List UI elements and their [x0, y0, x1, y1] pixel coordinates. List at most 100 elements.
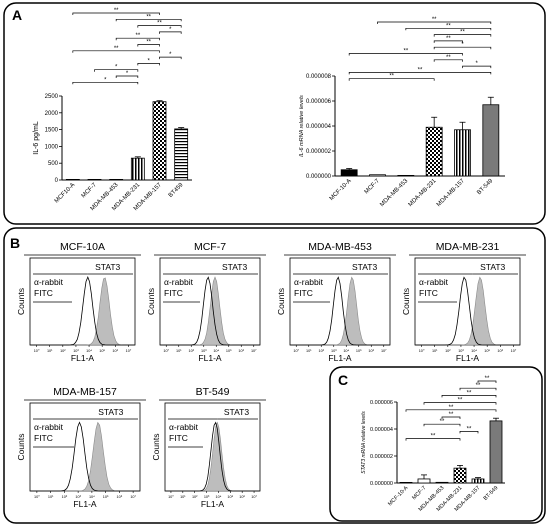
y-tick-label: 0.000002	[370, 454, 393, 460]
x-tick-label: 10⁷	[126, 349, 132, 353]
control-label: FITC	[419, 288, 438, 298]
x-tick-label: 10⁶	[238, 349, 244, 353]
x-tick-label: 10⁰	[419, 349, 425, 353]
x-tick-label: 10⁰	[293, 349, 299, 353]
bar	[369, 174, 386, 177]
x-axis-label: FL1-A	[328, 353, 351, 363]
significance-label: *	[475, 61, 478, 67]
significance-label: *	[461, 42, 464, 48]
x-tick-label: BT-549	[476, 178, 494, 196]
significance-bracket	[405, 438, 461, 441]
histogram-frame	[414, 257, 521, 346]
x-tick-label: 10⁷	[251, 349, 257, 353]
control-histogram	[165, 421, 260, 492]
control-label: α-rabbit	[34, 422, 64, 432]
control-label: α-rabbit	[169, 422, 199, 432]
significance-label: **	[157, 21, 162, 27]
x-axis-label: FL1-A	[73, 499, 96, 509]
bar	[152, 101, 167, 181]
x-tick-label: 10⁷	[381, 349, 387, 353]
bar	[454, 129, 471, 177]
significance-label: **	[114, 46, 119, 52]
x-tick-label: 10⁶	[112, 349, 118, 353]
x-tick-label: 10⁶	[497, 349, 503, 353]
x-tick-label: 10³	[75, 495, 81, 499]
significance-bracket	[94, 69, 139, 72]
significance-bracket	[462, 65, 492, 69]
significance-label: **	[460, 30, 465, 36]
significance-bracket	[72, 81, 139, 85]
stain-label: STAT3	[222, 262, 247, 272]
x-tick-label: 10⁵	[356, 349, 362, 353]
control-label: α-rabbit	[419, 277, 449, 287]
control-label: FITC	[294, 288, 313, 298]
significance-bracket	[433, 46, 492, 50]
x-tick-label: 10⁶	[368, 349, 374, 353]
significance-bracket	[477, 380, 497, 383]
significance-bracket	[72, 50, 160, 53]
x-tick-label: 10⁰	[34, 495, 40, 499]
control-histogram	[30, 421, 140, 492]
x-tick-label: MCF10-A	[54, 182, 76, 204]
significance-bracket	[433, 40, 463, 43]
control-label: α-rabbit	[294, 277, 324, 287]
x-tick-label: 10³	[73, 349, 79, 353]
y-tick-label: 0.000004	[306, 124, 332, 130]
significance-bracket	[137, 25, 182, 28]
x-tick-label: 10³	[331, 349, 337, 353]
significance-bracket	[459, 431, 479, 434]
y-tick-label: 0.000006	[306, 99, 332, 105]
x-tick-label: 10¹	[432, 349, 438, 353]
y-tick-label: 2500	[45, 94, 59, 100]
il6-elisa-chart: 0 500 1000 1500 2000 2500 IL-6 pg/mL MCF10-A MCF…	[33, 8, 192, 212]
y-axis-label: STAT3 mRNA relative levels	[361, 411, 367, 474]
x-tick-label: 10⁴	[343, 349, 349, 353]
significance-bracket	[433, 59, 463, 62]
x-tick-label: MCF-10-A	[329, 178, 353, 202]
significance-bracket	[423, 423, 461, 427]
significance-bracket	[441, 416, 461, 419]
x-axis-label: FL1-A	[201, 499, 224, 509]
x-tick-label: 10⁰	[34, 349, 40, 353]
x-axis-label: FL1-A	[198, 353, 221, 363]
bar	[397, 174, 415, 177]
significance-label: **	[146, 40, 151, 46]
significance-label: **	[467, 426, 472, 432]
x-tick-label: 10³	[201, 349, 207, 353]
significance-bracket	[377, 21, 492, 24]
y-tick-label: 0	[55, 178, 59, 184]
control-label: FITC	[169, 433, 188, 443]
significance-bracket	[115, 75, 139, 78]
x-tick-label: MDA-MB-157	[436, 178, 466, 208]
panel-a-frame	[3, 2, 546, 225]
x-tick-label: 10⁵	[484, 349, 490, 353]
panel-label-a: A	[12, 7, 22, 23]
x-tick-label: 10⁵	[103, 495, 109, 499]
flow-panel-title: MCF-10A	[60, 241, 105, 253]
control-histogram	[30, 275, 135, 346]
x-tick-label: MCF-7	[364, 178, 382, 196]
x-axis-label: FL1-A	[456, 353, 479, 363]
x-tick-label: 10⁵	[227, 495, 233, 499]
x-tick-label: 10⁵	[226, 349, 232, 353]
x-tick-label: 10³	[204, 495, 210, 499]
x-axis-label: FL1-A	[71, 353, 94, 363]
y-axis-label: IL-6 mRNA relative levels	[299, 95, 305, 157]
x-tick-label: 10⁷	[251, 495, 257, 499]
control-label: α-rabbit	[164, 277, 194, 287]
significance-label: **	[135, 33, 140, 39]
bar	[65, 178, 80, 181]
flow-panel-title: MDA-MB-231	[436, 241, 500, 253]
y-tick-label: 0.000000	[306, 174, 332, 180]
x-tick-label: 10⁶	[239, 495, 245, 499]
significance-label: **	[446, 23, 451, 29]
x-tick-label: 10⁴	[86, 349, 92, 353]
y-axis-label: Counts	[151, 434, 161, 461]
x-tick-label: 10⁷	[130, 495, 136, 499]
y-tick-label: 0.000002	[306, 149, 332, 155]
flow-panel-title: MDA-MB-453	[308, 241, 372, 253]
